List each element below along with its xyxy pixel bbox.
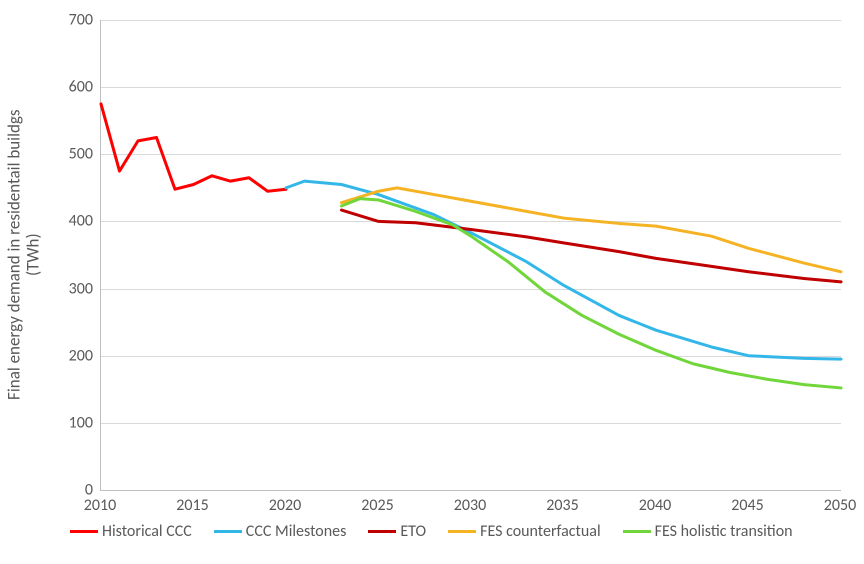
x-tick-label: 2020 xyxy=(269,496,301,515)
series-historical_ccc xyxy=(101,104,286,191)
y-axis-title-wrap: Final energy demand in residentail build… xyxy=(0,20,48,490)
y-tick-label: 200 xyxy=(55,346,93,365)
x-tick-label: 2040 xyxy=(639,496,671,515)
series-ccc_milestones xyxy=(286,181,841,359)
legend-label-ccc_milestones: CCC Milestones xyxy=(246,522,347,541)
plot-area xyxy=(100,20,841,491)
y-tick-label: 500 xyxy=(55,145,93,164)
legend-label-fes_counterfactual: FES counterfactual xyxy=(480,522,601,541)
legend-item-fes_counterfactual: FES counterfactual xyxy=(448,522,601,541)
series-fes_counterfactual xyxy=(342,188,842,272)
line-layer xyxy=(101,20,841,490)
x-tick-label: 2050 xyxy=(824,496,856,515)
y-tick-label: 100 xyxy=(55,413,93,432)
x-tick-label: 2010 xyxy=(84,496,116,515)
x-tick-label: 2035 xyxy=(546,496,578,515)
legend: Historical CCC CCC Milestones ETO FES count… xyxy=(70,522,793,541)
legend-item-fes_holistic: FES holistic transition xyxy=(623,522,793,541)
y-tick-label: 300 xyxy=(55,279,93,298)
legend-label-fes_holistic: FES holistic transition xyxy=(655,522,793,541)
legend-item-eto: ETO xyxy=(368,522,426,541)
legend-swatch-fes_holistic xyxy=(623,530,651,533)
legend-item-historical_ccc: Historical CCC xyxy=(70,522,192,541)
chart-container: Final energy demand in residentail build… xyxy=(0,0,864,564)
legend-swatch-historical_ccc xyxy=(70,530,98,533)
legend-label-eto: ETO xyxy=(400,522,426,541)
x-tick-label: 2030 xyxy=(454,496,486,515)
legend-swatch-ccc_milestones xyxy=(214,530,242,533)
y-tick-label: 700 xyxy=(55,11,93,30)
y-tick-label: 400 xyxy=(55,212,93,231)
legend-label-historical_ccc: Historical CCC xyxy=(102,522,192,541)
series-fes_holistic xyxy=(342,199,842,388)
legend-swatch-eto xyxy=(368,530,396,533)
x-tick-label: 2025 xyxy=(361,496,393,515)
y-axis-title: Final energy demand in residentail build… xyxy=(5,110,42,401)
legend-item-ccc_milestones: CCC Milestones xyxy=(214,522,347,541)
y-tick-label: 600 xyxy=(55,78,93,97)
legend-swatch-fes_counterfactual xyxy=(448,530,476,533)
x-tick-label: 2015 xyxy=(176,496,208,515)
x-tick-label: 2045 xyxy=(731,496,763,515)
